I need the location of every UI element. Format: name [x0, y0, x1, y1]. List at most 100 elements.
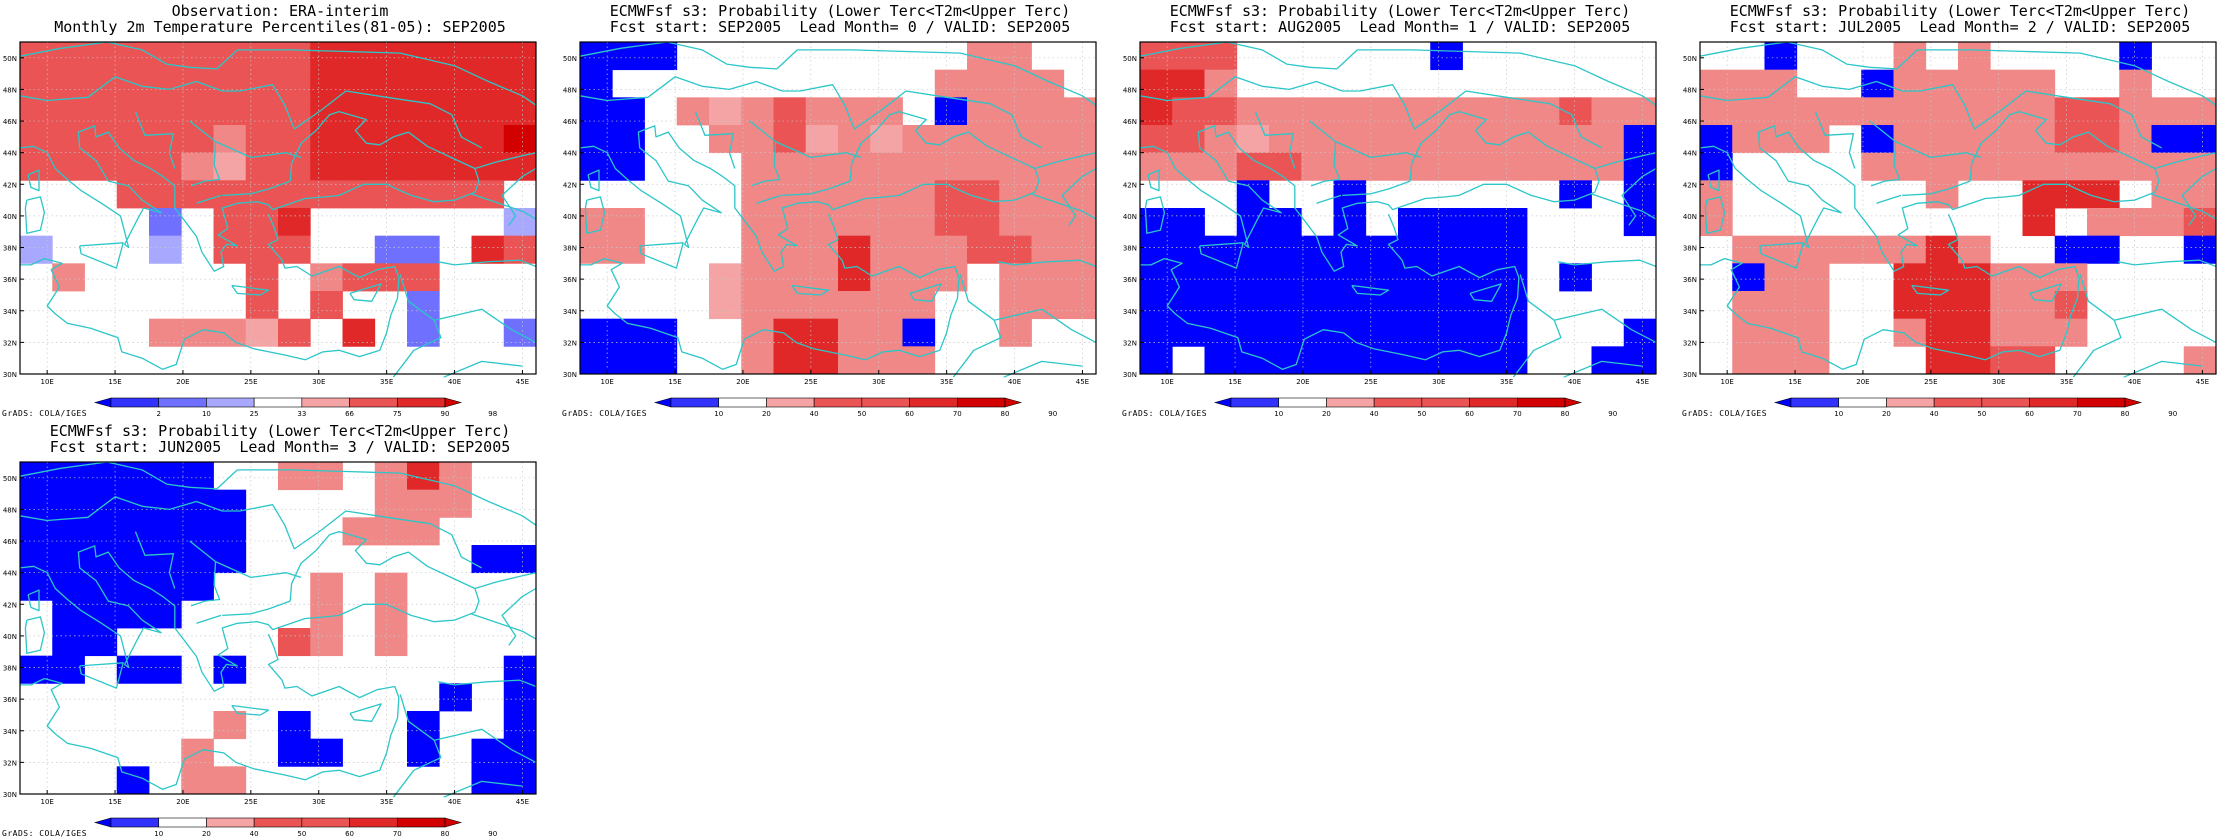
coastline	[1030, 193, 1097, 220]
heat-cell	[342, 125, 376, 154]
lat-tick-label: 42N	[1123, 181, 1137, 189]
heat-cell	[1764, 291, 1798, 320]
heat-cell	[1958, 235, 1991, 264]
heat-cell	[1559, 152, 1592, 181]
heat-cell	[1958, 346, 1991, 375]
heat-cell	[278, 180, 311, 209]
colorbar-segment	[206, 397, 255, 408]
coastline	[1590, 193, 1657, 220]
map-plot: 30N 32N 34N 36N 38N 40N 42N 44N 46N 48N 50N 10E 15E 2…	[1123, 41, 1657, 418]
heat-cell	[1829, 235, 1862, 264]
heat-cell	[1623, 180, 1657, 209]
heat-cell	[1623, 125, 1657, 154]
heat-cell	[213, 208, 247, 237]
heat-cell	[278, 235, 311, 264]
heat-cell	[503, 69, 537, 98]
coastline	[1469, 283, 1502, 302]
heat-cell	[1398, 291, 1431, 320]
coastline	[1699, 76, 1975, 130]
colorbar-segment	[1326, 397, 1375, 408]
heat-cell	[342, 152, 376, 181]
heat-cell	[1591, 346, 1625, 375]
heat-cell	[374, 572, 408, 601]
heat-cell	[1031, 263, 1065, 292]
lat-tick-label: 30N	[1123, 371, 1137, 379]
lat-tick-label: 44N	[1683, 150, 1697, 158]
heat-cell	[741, 208, 774, 237]
heat-cell	[1063, 125, 1097, 154]
heat-cell	[407, 291, 440, 320]
heat-cell	[213, 235, 247, 264]
heat-cell	[278, 69, 311, 98]
coastline	[20, 214, 400, 370]
lat-tick-label: 48N	[3, 506, 17, 514]
heat-cell	[2119, 208, 2152, 237]
panel-title: ECMWFsf s3: Probability (Lower Terc<T2m<…	[609, 2, 1071, 20]
heat-cell	[1893, 291, 1927, 320]
coastline	[1034, 152, 1097, 170]
lon-tick-label: 45E	[516, 798, 529, 806]
heat-cell	[1430, 125, 1463, 154]
lat-tick-label: 48N	[1123, 86, 1137, 94]
heat-cell	[773, 208, 807, 237]
heat-cell	[213, 655, 247, 684]
heat-cell	[612, 346, 645, 375]
lat-tick-label: 44N	[563, 150, 577, 158]
heat-cell	[1893, 125, 1927, 154]
colorbar-segment	[1373, 397, 1423, 408]
heatmap-cells	[580, 42, 1097, 375]
heat-cell	[149, 152, 182, 181]
heat-cell	[1732, 69, 1765, 98]
coastline	[349, 283, 382, 302]
heat-cell	[1365, 291, 1399, 320]
coastline	[587, 169, 600, 192]
lat-tick-label: 36N	[1683, 276, 1697, 284]
heat-cell	[503, 711, 537, 740]
coastlines	[1699, 41, 2217, 378]
coastline	[2154, 152, 2217, 170]
heat-cell	[503, 125, 537, 154]
colorbar-label: 10	[714, 410, 723, 418]
heat-cell	[580, 346, 613, 375]
coastline	[1139, 110, 1600, 272]
heat-cell	[1236, 235, 1270, 264]
heat-cell	[1494, 125, 1528, 154]
colorbar-segment	[1838, 397, 1887, 408]
heat-cell	[20, 545, 53, 574]
heat-cell	[1700, 125, 1733, 154]
heat-cell	[967, 152, 1000, 181]
heat-cell	[471, 69, 505, 98]
heat-cell	[1204, 152, 1238, 181]
colorbar-segment	[1516, 397, 1566, 408]
colorbar-segment	[956, 397, 1006, 408]
colorbar-label: 50	[1417, 410, 1426, 418]
heat-cell	[20, 69, 53, 98]
heat-cell	[1990, 152, 2023, 181]
colorbar-label: 10	[202, 410, 211, 418]
heat-cell	[439, 42, 472, 71]
heat-cell	[439, 462, 472, 491]
heat-cell	[1462, 208, 1496, 237]
heat-cell	[471, 235, 505, 264]
map-plot: 30N 32N 34N 36N 38N 40N 42N 44N 46N 48N 50N 10E 15E 2…	[3, 461, 537, 838]
lon-tick-label: 45E	[1076, 378, 1089, 386]
heat-cell	[84, 152, 118, 181]
coastline	[1876, 194, 1902, 204]
heat-cell	[1172, 152, 1205, 181]
heat-cell	[644, 42, 678, 71]
colorbar-label: 70	[2073, 410, 2082, 418]
coastline	[1554, 308, 1657, 343]
coastline	[1351, 284, 1390, 296]
heat-cell	[181, 42, 214, 71]
panel-forecast-lead-2: ECMWFsf s3: Probability (Lower Terc<T2m<…	[1680, 0, 2240, 420]
heat-cell	[84, 628, 118, 657]
lat-tick-label: 40N	[1123, 213, 1137, 221]
heat-cell	[2022, 180, 2056, 209]
lon-tick-label: 45E	[516, 378, 529, 386]
heat-cell	[1301, 125, 1334, 154]
colorbar-segment	[301, 397, 350, 408]
panel-title: Observation: ERA-interim	[171, 2, 389, 20]
lat-tick-label: 32N	[1683, 339, 1697, 347]
heat-cell	[52, 489, 85, 518]
colorbar-label: 60	[1465, 410, 1474, 418]
